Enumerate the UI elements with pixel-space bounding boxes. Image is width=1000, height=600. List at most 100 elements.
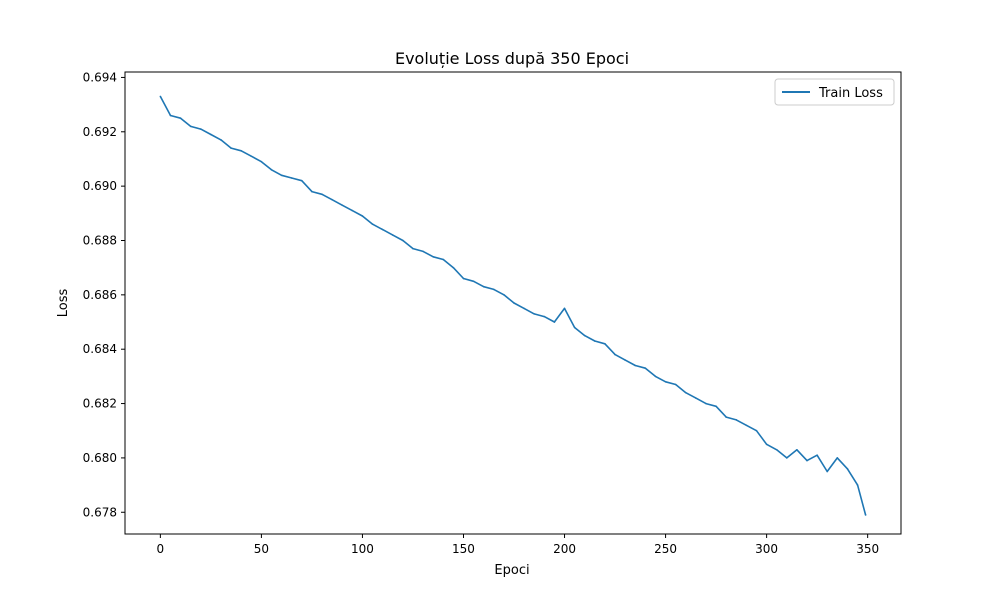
legend-box	[774, 78, 895, 106]
data-point	[573, 326, 576, 329]
data-point	[311, 190, 313, 193]
data-point	[715, 405, 717, 408]
data-point	[220, 139, 222, 141]
data-point	[796, 448, 798, 451]
series-layer	[159, 95, 867, 516]
y-tick-label: 0.684	[83, 342, 117, 356]
data-point	[250, 155, 253, 158]
data-point	[543, 315, 546, 318]
data-point	[260, 160, 263, 163]
data-point	[179, 117, 182, 119]
data-point	[301, 179, 303, 182]
data-point	[371, 223, 374, 225]
data-point	[695, 397, 697, 399]
data-point	[553, 321, 556, 323]
data-point	[533, 313, 536, 315]
data-point	[321, 193, 323, 196]
data-point	[745, 424, 748, 427]
data-point	[806, 459, 808, 462]
data-point	[432, 255, 434, 258]
y-tick-label: 0.694	[83, 70, 117, 84]
data-point	[503, 294, 505, 296]
y-tick-label: 0.690	[83, 179, 117, 193]
x-tick-label: 350	[856, 542, 879, 556]
data-point	[563, 307, 566, 310]
data-point	[189, 125, 192, 128]
data-point	[412, 247, 414, 250]
x-tick-label: 50	[254, 542, 269, 556]
data-point	[331, 198, 333, 201]
data-point	[290, 177, 293, 179]
x-tick-label: 200	[553, 542, 576, 556]
x-tick-label: 0	[157, 542, 165, 556]
data-point	[664, 381, 667, 383]
x-axis-label: Epoci	[494, 563, 529, 578]
y-tick-label: 0.688	[83, 233, 117, 247]
data-point	[230, 147, 232, 149]
data-point	[735, 419, 738, 421]
data-point	[270, 169, 273, 171]
data-point	[391, 234, 394, 236]
data-point	[786, 457, 788, 459]
data-point	[169, 114, 172, 117]
x-tick-label: 150	[452, 542, 475, 556]
y-tick-label: 0.682	[83, 397, 117, 411]
x-axis: 0 50 100 150 200 250 300 350	[157, 534, 879, 556]
data-point	[765, 443, 768, 446]
data-point	[775, 448, 778, 451]
data-point	[654, 375, 657, 378]
data-point	[351, 209, 354, 212]
data-point	[472, 280, 475, 283]
data-point	[462, 277, 465, 280]
data-point	[513, 302, 515, 304]
data-point	[846, 467, 849, 470]
data-point	[705, 402, 707, 405]
data-point	[624, 359, 626, 361]
y-tick-label: 0.680	[83, 451, 117, 465]
y-tick-label: 0.692	[83, 125, 117, 139]
data-point	[493, 288, 495, 291]
data-point	[856, 484, 859, 486]
data-point	[210, 133, 212, 136]
data-point	[523, 307, 525, 310]
data-point	[240, 150, 242, 152]
chart-title: Evoluție Loss după 350 Epoci	[395, 49, 629, 68]
data-point	[864, 514, 867, 516]
data-point	[159, 95, 162, 98]
data-point	[442, 258, 445, 261]
data-point	[583, 334, 586, 337]
plot-area	[124, 71, 902, 535]
y-axis-label: Loss	[56, 289, 71, 318]
data-point	[634, 364, 637, 367]
y-axis: 0.678 0.680 0.682 0.684 0.686 0.688 0.690 0.692…	[83, 70, 125, 519]
data-point	[755, 429, 758, 432]
data-point	[452, 266, 455, 269]
data-point	[725, 416, 727, 418]
data-point	[674, 383, 677, 386]
data-point	[381, 228, 384, 231]
data-point	[604, 342, 606, 345]
legend: Train Loss	[774, 78, 895, 106]
data-point	[280, 174, 283, 177]
data-point	[816, 454, 818, 456]
data-point	[684, 391, 687, 394]
data-point	[836, 457, 839, 459]
data-point	[482, 285, 485, 288]
x-tick-label: 250	[654, 542, 677, 556]
axes-frame	[124, 71, 902, 535]
data-point	[341, 204, 344, 206]
x-tick-label: 100	[351, 542, 374, 556]
legend-label: Train Loss	[818, 86, 883, 101]
data-point	[826, 470, 829, 473]
data-point	[644, 367, 647, 370]
data-point	[199, 128, 202, 130]
data-point	[361, 215, 364, 217]
x-tick-label: 300	[755, 542, 778, 556]
y-tick-label: 0.686	[83, 288, 117, 302]
y-tick-label: 0.678	[83, 505, 117, 519]
data-point	[614, 353, 616, 356]
data-point	[594, 340, 596, 342]
data-point	[422, 250, 424, 253]
data-point	[402, 239, 404, 242]
